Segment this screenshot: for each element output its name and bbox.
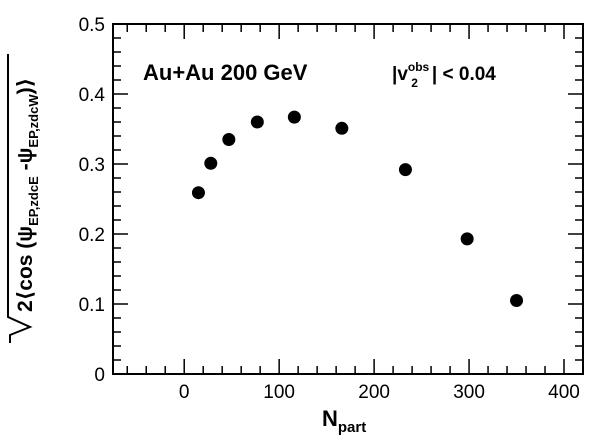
data-point (335, 121, 349, 135)
y-title-prefix: 2⟨cos (ψ (14, 226, 37, 312)
cut-open: |v (392, 64, 408, 85)
x-tick-label: 300 (453, 382, 485, 403)
svg-text:2⟨cos (ψEP,zdcE -ψEP,zdcW)⟩: 2⟨cos (ψEP,zdcE -ψEP,zdcW)⟩ (14, 78, 41, 312)
x-tick-label: 0 (179, 382, 190, 403)
cut-annotation: |vobs 2 | < 0.04 (392, 60, 496, 90)
axis-ticks (113, 23, 584, 375)
cut-close: | < 0.04 (432, 64, 496, 85)
y-title-sub1: EP,zdcE (26, 176, 41, 226)
x-axis-title-main: N (322, 406, 338, 431)
y-tick-label: 0 (94, 365, 105, 386)
y-tick-label: 0.5 (79, 15, 105, 36)
y-tick-label: 0.2 (79, 225, 105, 246)
data-point (460, 232, 474, 246)
data-point (222, 133, 236, 146)
tick-labels: 0 100 200 300 400 0 0.1 0.2 0.3 0.4 0.5 (79, 15, 580, 403)
cut-sub: 2 (411, 76, 418, 90)
data-points (191, 110, 524, 307)
system-annotation: Au+Au 200 GeV (143, 60, 308, 85)
y-tick-label: 0.3 (79, 155, 105, 176)
x-axis-title: Npart (322, 406, 366, 436)
y-tick-label: 0.4 (79, 85, 106, 106)
data-point (250, 115, 264, 129)
x-tick-label: 100 (263, 382, 295, 403)
data-point (191, 186, 205, 200)
sqrt-sign (7, 54, 33, 343)
data-point (287, 110, 301, 124)
y-title-mid: -ψ (14, 148, 37, 177)
data-point (398, 163, 412, 177)
data-point (204, 156, 218, 170)
cut-sup: obs (408, 60, 430, 74)
y-axis-title: 2⟨cos (ψEP,zdcE -ψEP,zdcW)⟩ (7, 54, 41, 343)
y-title-sub2: EP,zdcW (26, 94, 41, 148)
x-axis-title-sub: part (338, 419, 366, 436)
plot-border (112, 23, 584, 375)
x-tick-label: 200 (358, 382, 390, 403)
x-tick-label: 400 (548, 382, 580, 403)
y-tick-label: 0.1 (79, 295, 105, 316)
data-point (510, 294, 524, 307)
plot-frame (112, 23, 584, 375)
y-title-suffix: )⟩ (14, 78, 37, 95)
